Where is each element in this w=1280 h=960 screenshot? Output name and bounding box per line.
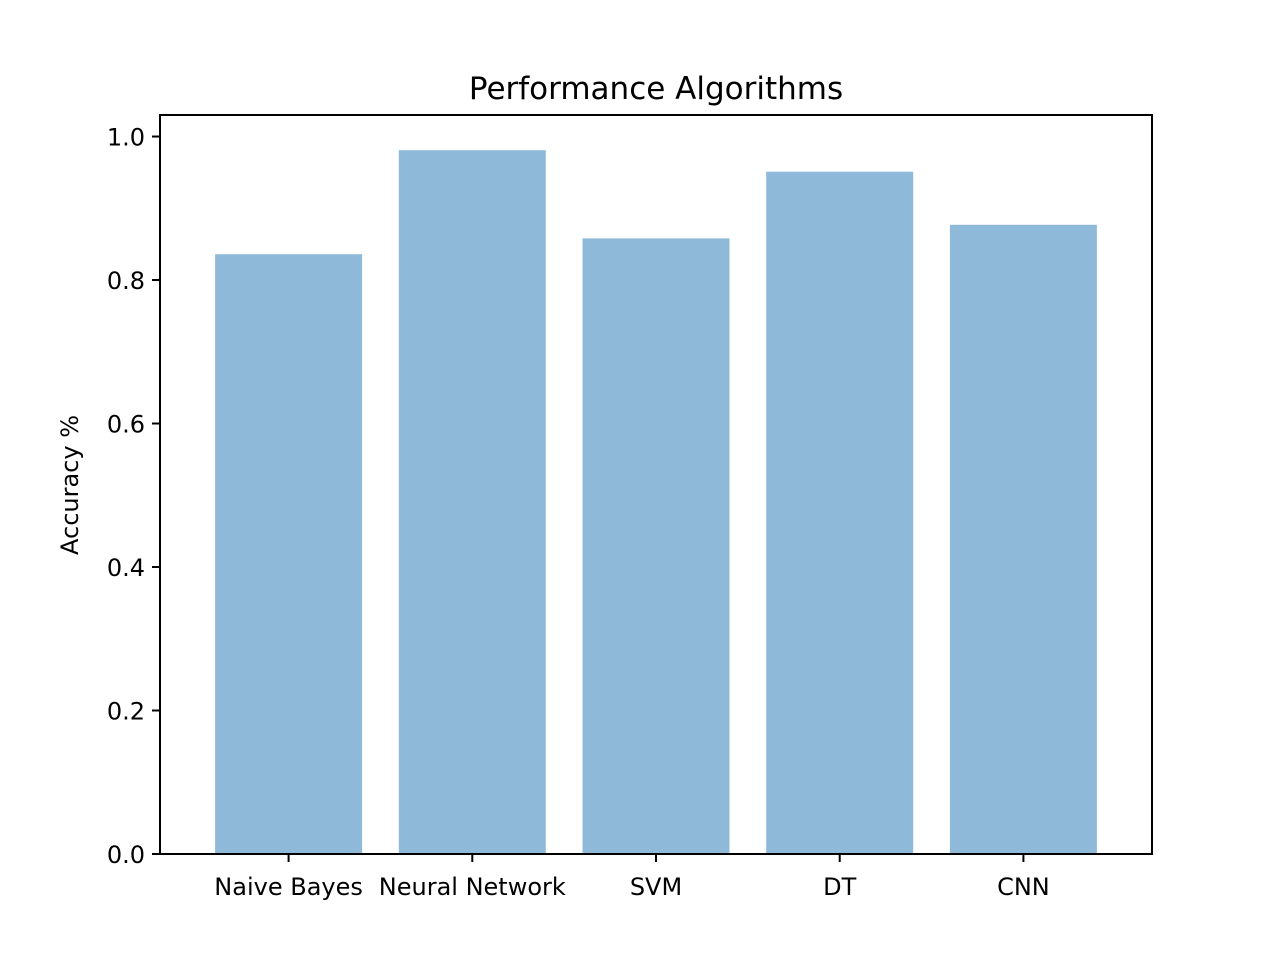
chart-title: Performance Algorithms [469, 71, 843, 107]
bar-neural-network [398, 150, 546, 854]
y-tick-label: 0.6 [107, 411, 145, 439]
bar-svm [582, 238, 730, 854]
y-tick-label: 0.8 [107, 267, 145, 295]
bar-cnn [949, 224, 1097, 855]
y-tick-label: 1.0 [107, 124, 145, 152]
bars-group [215, 150, 1097, 855]
bar-naive-bayes [215, 254, 363, 854]
y-tick-label: 0.0 [107, 841, 145, 869]
x-axis-ticks: Naive Bayes Neural Network SVM DT CNN [214, 854, 1050, 901]
x-tick-label: DT [823, 873, 856, 901]
plot-frame [159, 114, 1153, 855]
y-axis-ticks: 0.0 0.2 0.4 0.6 0.8 1.0 [107, 124, 160, 869]
y-tick-label: 0.4 [107, 554, 145, 582]
x-tick-label: CNN [997, 873, 1050, 901]
y-tick-label: 0.2 [107, 698, 145, 726]
x-tick-label: Neural Network [379, 873, 566, 901]
bar-dt [766, 171, 914, 854]
y-axis-label: Accuracy % [56, 415, 84, 555]
x-tick-label: Naive Bayes [214, 873, 363, 901]
x-tick-label: SVM [630, 873, 682, 901]
